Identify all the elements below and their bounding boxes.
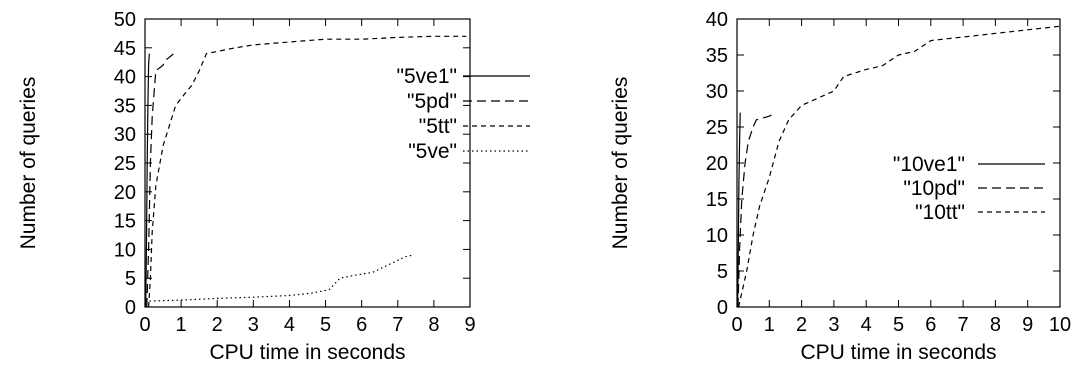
chart1-xtick-label: 5 [320, 314, 331, 336]
chart2-xtick-label: 0 [731, 314, 742, 336]
chart2-xtick-label: 3 [828, 314, 839, 336]
chart1-series-line-4 [144, 254, 413, 302]
chart2-ytick-label: 25 [706, 117, 728, 139]
chart2-series-line-3 [738, 25, 1061, 308]
chart1-xtick-label: 4 [284, 314, 295, 336]
chart1-series-line-2 [146, 53, 178, 308]
chart1-xtick-label: 2 [212, 314, 223, 336]
chart2-ytick-label: 5 [717, 261, 728, 283]
chart2-series-line-1 [737, 112, 741, 308]
chart1-yaxis-label: Number of queries [17, 77, 40, 250]
chart1-series-line-1 [145, 53, 150, 308]
chart2-xtick-label: 1 [764, 314, 775, 336]
chart2-xtick-label: 9 [1022, 314, 1033, 336]
chart1-series-line-3 [148, 35, 467, 308]
chart2-yaxis-label: Number of queries [609, 77, 632, 250]
chart1-ytick-label: 15 [114, 211, 136, 233]
chart1-xtick-label: 0 [139, 314, 150, 336]
chart1-ytick-label: 40 [114, 67, 136, 89]
chart1-ytick-label: 10 [114, 239, 136, 261]
chart1-ytick-label: 20 [114, 182, 136, 204]
chart2-xtick-label: 5 [893, 314, 904, 336]
chart1-ytick-label: 25 [114, 153, 136, 175]
chart2-xtick-label: 10 [1049, 314, 1071, 336]
chart2-legend-label-3: "10tt" [915, 201, 965, 224]
chart1-xaxis-label: CPU time in seconds [209, 341, 405, 364]
chart2-ytick-label: 35 [706, 45, 728, 67]
chart1-xtick-label: 7 [392, 314, 403, 336]
chart2-ytick-label: 40 [706, 9, 728, 31]
chart1-legend-label-3: "5tt" [419, 115, 457, 138]
chart1-ytick-label: 5 [125, 268, 136, 290]
chart1-xtick-label: 6 [356, 314, 367, 336]
chart2-legend-label-2: "10pd" [903, 177, 965, 200]
chart1-ytick-label: 0 [125, 297, 136, 319]
chart2-ytick-label: 30 [706, 81, 728, 103]
chart1-xtick-label: 1 [176, 314, 187, 336]
chart2-ytick-label: 20 [706, 153, 728, 175]
chart2-ytick-label: 10 [706, 225, 728, 247]
chart2-legend-label-1: "10ve1" [893, 153, 965, 176]
chart1-legend-label-1: "5ve1" [397, 65, 457, 88]
chart1-ytick-label: 30 [114, 124, 136, 146]
chart2-xtick-label: 6 [925, 314, 936, 336]
chart1-plot-frame [144, 18, 471, 308]
chart2-xtick-label: 4 [861, 314, 872, 336]
chart1-legend-label-2: "5pd" [407, 90, 457, 113]
chart1-xtick-label: 9 [464, 314, 475, 336]
chart1-xtick-label: 3 [248, 314, 259, 336]
chart2-ytick-label: 0 [717, 297, 728, 319]
chart2-ytick-label: 15 [706, 189, 728, 211]
chart1-ytick-label: 45 [114, 38, 136, 60]
chart2-xtick-label: 7 [958, 314, 969, 336]
chart2-xaxis-label: CPU time in seconds [800, 341, 996, 364]
chart2-xtick-label: 2 [796, 314, 807, 336]
chart2-xtick-label: 8 [990, 314, 1001, 336]
chart1-ytick-label: 35 [114, 95, 136, 117]
chart1-legend-label-4: "5ve" [408, 140, 457, 163]
chart1-ytick-label: 50 [114, 9, 136, 31]
chart1-xtick-label: 8 [428, 314, 439, 336]
chart2-series-line-2 [737, 112, 777, 308]
